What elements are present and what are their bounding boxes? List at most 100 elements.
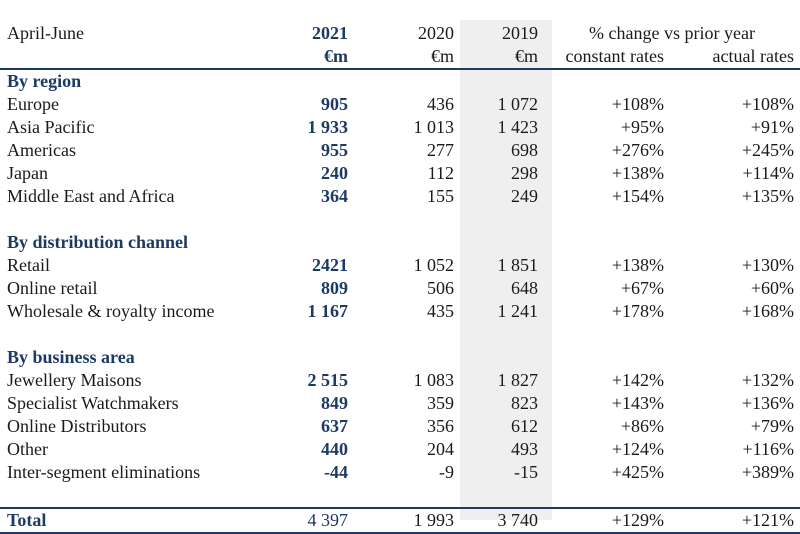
change-actual-rates: +91%: [750, 117, 794, 137]
value-2021: 440: [321, 439, 348, 459]
value-2020: 277: [427, 140, 454, 160]
table-row: Jewellery Maisons 2 515 1 083 1 827 +142% +13…: [0, 369, 800, 392]
2019-column-shading: [460, 20, 552, 520]
change-constant-rates: +142%: [611, 370, 664, 390]
change-actual-rates: +130%: [741, 255, 794, 275]
value-2019: -15: [514, 462, 538, 482]
change-constant-rates: +154%: [611, 186, 664, 206]
change-constant-rates: +276%: [611, 140, 664, 160]
value-2021: 364: [321, 186, 348, 206]
table-row: Americas 955 277 698 +276% +245%: [0, 139, 800, 162]
year-2020-header: 2020: [418, 23, 454, 43]
value-2019: 1 423: [497, 117, 539, 137]
value-2019: 3 740: [460, 507, 544, 534]
row-label: Total: [0, 507, 270, 534]
row-label: Europe: [7, 94, 59, 114]
change-actual-rates: +121%: [670, 507, 800, 534]
change-actual-rates: +135%: [741, 186, 794, 206]
value-2020: 204: [427, 439, 454, 459]
value-2020: 1 052: [413, 255, 455, 275]
year-2019-header: 2019: [502, 23, 538, 43]
change-header: % change vs prior year: [589, 23, 755, 43]
table-row: Japan 240 112 298 +138% +114%: [0, 162, 800, 185]
spacer-cell: [0, 484, 800, 508]
value-2021: 240: [321, 163, 348, 183]
row-label: Online Distributors: [7, 416, 147, 436]
section-header: By business area: [0, 346, 800, 369]
row-label: Middle East and Africa: [7, 186, 175, 206]
section-header: By distribution channel: [0, 231, 800, 254]
row-label: Specialist Watchmakers: [7, 393, 179, 413]
section-title: By business area: [7, 347, 135, 367]
unit-2021: €m: [270, 45, 354, 70]
value-2019: 1 827: [497, 370, 539, 390]
value-2019: 612: [511, 416, 538, 436]
change-actual-rates: +132%: [741, 370, 794, 390]
value-2020: -9: [439, 462, 454, 482]
spacer-cell: [0, 208, 800, 231]
unit-2019: €m: [460, 45, 544, 70]
table-row: Retail 2421 1 052 1 851 +138% +130%: [0, 254, 800, 277]
value-2019: 698: [511, 140, 538, 160]
change-constant-rates: +86%: [620, 416, 664, 436]
value-2021: 1 167: [307, 301, 349, 321]
value-2019: 298: [511, 163, 538, 183]
change-actual-rates: +79%: [750, 416, 794, 436]
table-row: Inter-segment eliminations -44 -9 -15 +425% +…: [0, 461, 800, 484]
table-row: Asia Pacific 1 933 1 013 1 423 +95% +91%: [0, 116, 800, 139]
row-label: Retail: [7, 255, 50, 275]
change-actual-rates: +389%: [741, 462, 794, 482]
period-label: April-June: [7, 23, 84, 43]
unit-2020: €m: [354, 45, 460, 70]
value-2019: 1 072: [497, 94, 539, 114]
table-row: Specialist Watchmakers 849 359 823 +143% +136…: [0, 392, 800, 415]
change-constant-rates: +138%: [611, 255, 664, 275]
row-label: Americas: [7, 140, 76, 160]
change-constant-rates: +143%: [611, 393, 664, 413]
value-2020: 1 013: [413, 117, 455, 137]
row-label: Wholesale & royalty income: [7, 301, 215, 321]
unit-row: €m €m €m constant rates actual rates: [0, 45, 800, 70]
actual-rates-header: actual rates: [670, 45, 800, 70]
value-2019: 823: [511, 393, 538, 413]
change-constant-rates: +124%: [611, 439, 664, 459]
value-2021: 849: [321, 393, 348, 413]
value-2020: 436: [427, 94, 454, 114]
header-row: April-June 2021 2020 2019 % change vs pr…: [0, 22, 800, 45]
unit-row-spacer: [0, 45, 270, 70]
table-row: Middle East and Africa 364 155 249 +154% +135…: [0, 185, 800, 208]
row-label: Jewellery Maisons: [7, 370, 142, 390]
change-actual-rates: +114%: [742, 163, 794, 183]
change-actual-rates: +108%: [741, 94, 794, 114]
total-row: Total 4 397 1 993 3 740 +129% +121%: [0, 507, 800, 534]
change-actual-rates: +60%: [750, 278, 794, 298]
change-constant-rates: +178%: [611, 301, 664, 321]
table-row: Online retail 809 506 648 +67% +60%: [0, 277, 800, 300]
change-actual-rates: +168%: [741, 301, 794, 321]
change-constant-rates: +138%: [611, 163, 664, 183]
section-header: By region: [0, 69, 800, 93]
table-row: Wholesale & royalty income 1 167 435 1 241 +…: [0, 300, 800, 323]
value-2020: 506: [427, 278, 454, 298]
value-2019: 249: [511, 186, 538, 206]
section-spacer: [0, 484, 800, 508]
value-2020: 155: [427, 186, 454, 206]
value-2021: 1 933: [307, 117, 349, 137]
value-2021: 809: [321, 278, 348, 298]
value-2019: 648: [511, 278, 538, 298]
section-title: By distribution channel: [7, 232, 189, 252]
value-2020: 112: [427, 163, 454, 183]
change-actual-rates: +136%: [741, 393, 794, 413]
value-2021: 4 397: [270, 507, 354, 534]
value-2020: 1 993: [354, 507, 460, 534]
value-2021: 955: [321, 140, 348, 160]
row-label: Inter-segment eliminations: [7, 462, 201, 482]
value-2019: 493: [511, 439, 538, 459]
value-2021: -44: [324, 462, 348, 482]
section-title: By region: [7, 71, 82, 91]
row-label: Asia Pacific: [7, 117, 95, 137]
value-2020: 356: [427, 416, 454, 436]
row-label: Other: [7, 439, 48, 459]
value-2020: 1 083: [413, 370, 455, 390]
value-2020: 359: [427, 393, 454, 413]
